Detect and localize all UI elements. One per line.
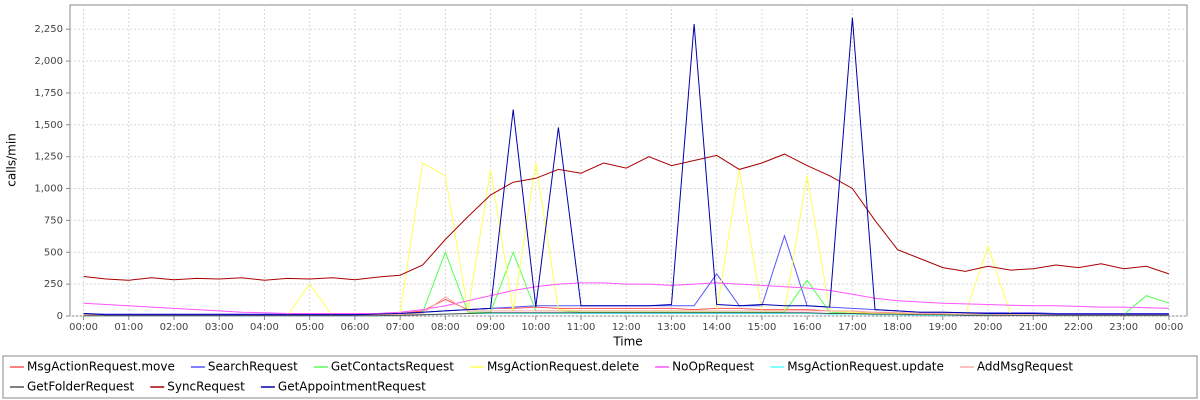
legend-label: GetAppointmentRequest [278,380,426,394]
y-tick-label: 2,000 [34,56,63,67]
y-tick-label: 1,500 [34,120,63,131]
x-tick-label: 04:00 [250,322,279,333]
y-tick-label: 1,250 [34,152,63,163]
series-line [83,153,1170,281]
y-axis-label: calls/min [5,133,19,187]
series-line [83,17,1169,316]
legend-label: NoOpRequest [672,360,754,374]
y-tick-label: 0 [57,311,63,322]
x-tick-label: 00:00 [1154,322,1183,333]
legend-label: SyncRequest [167,380,245,394]
x-tick-label: 13:00 [657,322,686,333]
x-tick-label: 10:00 [521,322,550,333]
legend-label: MsgActionRequest.update [787,360,944,374]
y-tick-label: 250 [44,279,63,290]
x-tick-label: 23:00 [1109,322,1138,333]
x-tick-label: 00:00 [69,322,98,333]
legend-label: GetContactsRequest [331,360,454,374]
legend-box [2,355,1198,399]
x-tick-label: 11:00 [567,322,596,333]
x-tick-label: 01:00 [114,322,143,333]
y-tick-label: 1,000 [34,184,63,195]
x-tick-label: 02:00 [160,322,189,333]
x-tick-label: 14:00 [702,322,731,333]
x-tick-label: 03:00 [205,322,234,333]
y-tick-label: 1,750 [34,88,63,99]
y-tick-label: 750 [44,215,63,226]
y-tick-label: 500 [44,247,63,258]
legend-label: GetFolderRequest [27,380,135,394]
x-tick-label: 06:00 [340,322,369,333]
x-tick-label: 18:00 [883,322,912,333]
x-tick-label: 21:00 [1019,322,1048,333]
x-tick-label: 19:00 [928,322,957,333]
x-tick-label: 22:00 [1064,322,1093,333]
x-tick-label: 20:00 [974,322,1003,333]
legend-label: MsgActionRequest.move [27,360,175,374]
x-tick-label: 09:00 [476,322,505,333]
series-line [83,282,1169,314]
x-tick-label: 05:00 [295,322,324,333]
plot-area [69,4,1188,317]
x-tick-label: 16:00 [793,322,822,333]
x-tick-label: 17:00 [838,322,867,333]
x-tick-label: 08:00 [431,322,460,333]
x-tick-label: 07:00 [386,322,415,333]
x-tick-label: 12:00 [612,322,641,333]
x-axis-label: Time [612,335,642,349]
legend-label: MsgActionRequest.delete [487,360,639,374]
series-line [83,312,1169,317]
legend-label: SearchRequest [208,360,298,374]
x-tick-label: 15:00 [747,322,776,333]
legend-label: AddMsgRequest [977,360,1073,374]
y-tick-label: 2,250 [34,24,63,35]
